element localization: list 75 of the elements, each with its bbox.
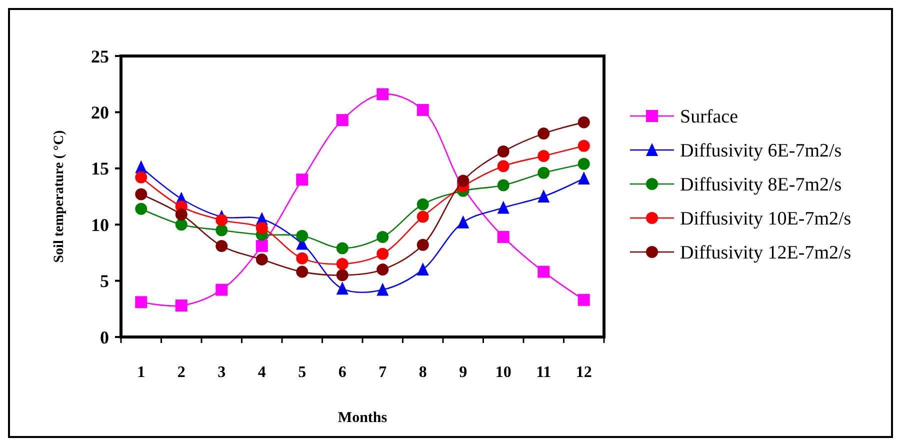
- point: [457, 215, 470, 228]
- point: [336, 258, 348, 270]
- point: [457, 174, 470, 187]
- point: [416, 262, 429, 276]
- y-tick-label: 5: [100, 271, 109, 292]
- point: [216, 224, 228, 236]
- y-tick-label: 20: [91, 102, 109, 122]
- point: [256, 240, 268, 252]
- point: [497, 200, 510, 214]
- point: [497, 146, 510, 158]
- point: [376, 282, 389, 296]
- x-tick-label: 3: [218, 364, 226, 381]
- point: [416, 238, 429, 251]
- legend-label: Diffusivity 6E-7m2/s: [680, 140, 842, 162]
- point: [578, 294, 590, 306]
- x-tick-label: 4: [258, 364, 266, 381]
- point: [135, 171, 148, 184]
- point: [538, 150, 550, 162]
- point: [578, 116, 590, 128]
- x-tick-label: 12: [576, 364, 592, 381]
- y-axis-title: Soil temperature ( °C): [52, 130, 67, 263]
- point: [376, 88, 389, 100]
- point: [578, 172, 590, 185]
- x-tick-label: 8: [418, 364, 427, 381]
- point: [376, 248, 389, 260]
- point: [416, 198, 429, 210]
- point: [175, 300, 188, 312]
- y-tick-label: 10: [91, 214, 109, 235]
- point: [336, 242, 348, 254]
- point: [336, 282, 348, 295]
- x-tick-label: 7: [378, 364, 387, 381]
- legend-label: Diffusivity 8E-7m2/s: [680, 174, 842, 196]
- legend-label: Diffusivity 10E-7m2/s: [680, 208, 852, 230]
- point: [296, 266, 308, 278]
- y-tick-label: 25: [91, 46, 109, 66]
- legend-label: Surface: [680, 106, 738, 128]
- x-tick-label: 6: [338, 364, 346, 381]
- point: [256, 222, 268, 234]
- point: [216, 214, 228, 226]
- point: [578, 140, 590, 152]
- x-axis-title: Months: [338, 410, 388, 426]
- point: [336, 114, 348, 126]
- point: [216, 240, 228, 252]
- point: [175, 218, 188, 231]
- point: [135, 188, 148, 200]
- x-tick-label: 11: [536, 364, 552, 381]
- x-tick-label: 10: [495, 364, 512, 381]
- legend-label: Diffusivity 12E-7m2/s: [680, 242, 852, 264]
- y-tick-label: 0: [100, 327, 109, 348]
- point: [296, 252, 308, 264]
- x-tick-label: 5: [298, 364, 306, 381]
- point: [497, 179, 510, 192]
- x-tick-label: 1: [137, 364, 146, 381]
- point: [538, 266, 550, 278]
- x-tick-label: 9: [459, 364, 468, 381]
- point: [416, 104, 429, 116]
- point: [416, 210, 429, 223]
- x-tick-label: 2: [177, 364, 186, 381]
- point: [296, 174, 308, 186]
- point: [216, 284, 228, 296]
- point: [336, 269, 348, 282]
- point: [175, 208, 188, 220]
- point: [376, 264, 389, 276]
- point: [135, 296, 148, 308]
- point: [538, 190, 550, 202]
- point: [578, 158, 590, 170]
- point: [296, 230, 308, 242]
- point: [256, 253, 268, 266]
- point: [538, 128, 550, 140]
- point: [497, 160, 510, 172]
- point: [538, 166, 550, 179]
- y-tick-label: 15: [91, 158, 109, 179]
- point: [376, 230, 389, 243]
- point: [497, 230, 510, 243]
- point: [135, 202, 148, 215]
